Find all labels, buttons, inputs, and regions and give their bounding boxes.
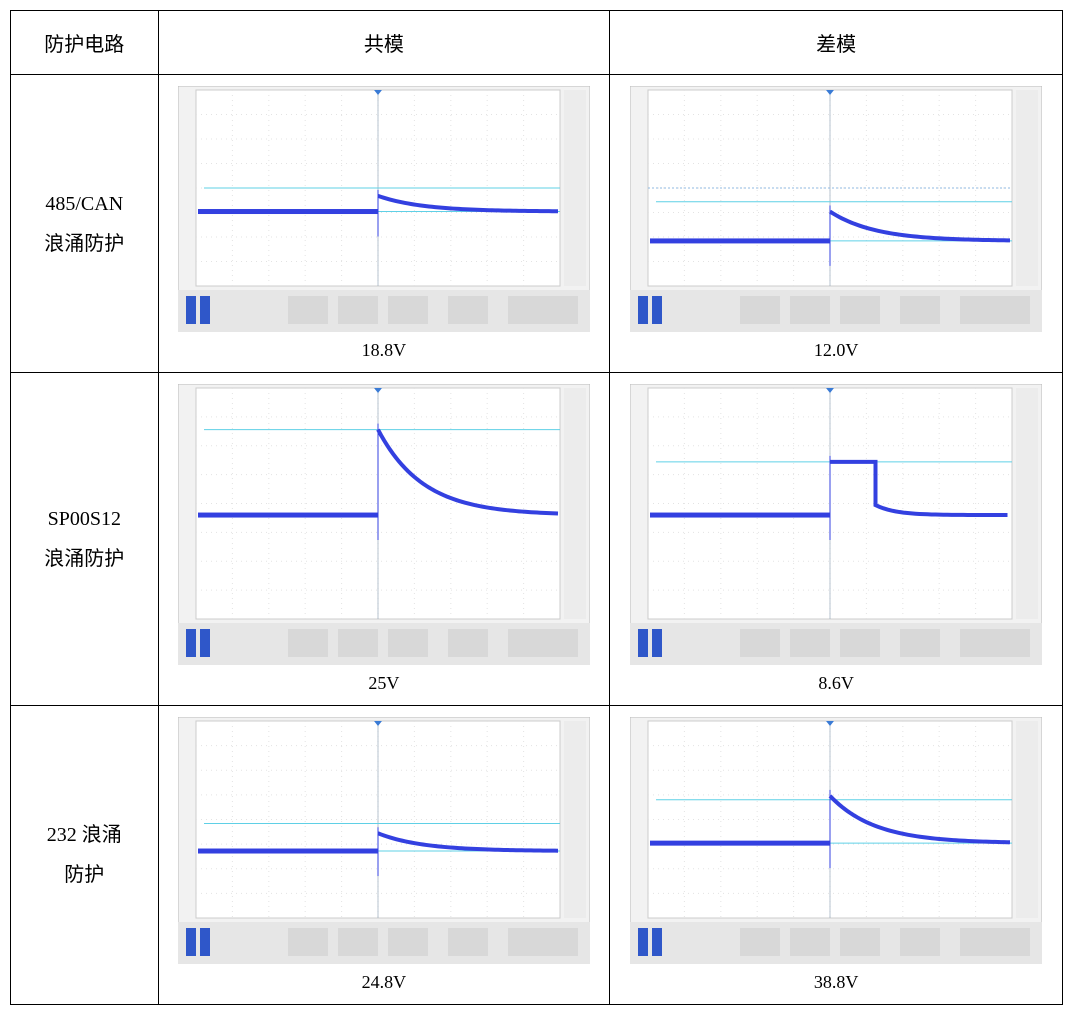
header-cell: 共模 [158, 11, 610, 75]
row-label: 232 浪涌防护 [11, 706, 159, 1005]
status-box [388, 629, 428, 657]
status-box [448, 629, 488, 657]
status-box [652, 296, 662, 324]
status-box [186, 296, 196, 324]
status-box [740, 629, 780, 657]
header-cell: 防护电路 [11, 11, 159, 75]
trace [650, 238, 830, 243]
oscilloscope-screenshot [630, 86, 1042, 332]
caption: 25V [159, 673, 610, 694]
side-strip [564, 90, 586, 286]
row-label-line: 防护 [11, 855, 158, 895]
status-box [388, 296, 428, 324]
side-strip [1016, 90, 1038, 286]
status-box [338, 928, 378, 956]
row-label-line: SP00S12 [11, 499, 158, 539]
status-box [448, 296, 488, 324]
side-strip [1016, 721, 1038, 918]
header-row: 防护电路 共模 差模 [11, 11, 1063, 75]
status-box [840, 928, 880, 956]
status-box [900, 629, 940, 657]
side-strip [1016, 388, 1038, 619]
status-box [790, 928, 830, 956]
status-box [186, 629, 196, 657]
status-box [186, 928, 196, 956]
status-box [638, 629, 648, 657]
status-box [200, 296, 210, 324]
oscilloscope-screenshot [630, 384, 1042, 665]
status-box [200, 629, 210, 657]
header-cell: 差模 [610, 11, 1063, 75]
trace [650, 513, 830, 518]
waveform-cell: 25V [158, 373, 610, 706]
caption: 12.0V [610, 340, 1062, 361]
status-box [790, 296, 830, 324]
status-box [900, 928, 940, 956]
status-box [740, 928, 780, 956]
caption: 38.8V [610, 972, 1062, 993]
oscilloscope-screenshot [178, 717, 590, 964]
waveform-cell: 24.8V [158, 706, 610, 1005]
waveform-cell: 18.8V [158, 75, 610, 373]
caption: 18.8V [159, 340, 610, 361]
status-box [652, 928, 662, 956]
status-box [740, 296, 780, 324]
status-box [538, 296, 578, 324]
status-box [900, 296, 940, 324]
status-box [840, 629, 880, 657]
trace [650, 841, 830, 846]
caption: 24.8V [159, 972, 610, 993]
status-box [288, 296, 328, 324]
trace [198, 209, 378, 214]
status-box [448, 928, 488, 956]
status-box [200, 928, 210, 956]
status-box [790, 629, 830, 657]
status-box [288, 629, 328, 657]
status-box [652, 629, 662, 657]
status-box [638, 928, 648, 956]
status-box [388, 928, 428, 956]
status-box [338, 296, 378, 324]
status-box [990, 296, 1030, 324]
status-box [538, 928, 578, 956]
oscilloscope-screenshot [630, 717, 1042, 964]
row-label-line: 浪涌防护 [11, 539, 158, 579]
waveform-cell: 8.6V [610, 373, 1063, 706]
waveform-cell: 38.8V [610, 706, 1063, 1005]
status-box [840, 296, 880, 324]
row-label-line: 浪涌防护 [11, 224, 158, 264]
table-row: 485/CAN浪涌防护18.8V12.0V [11, 75, 1063, 373]
trace [198, 849, 378, 854]
status-box [338, 629, 378, 657]
oscilloscope-screenshot [178, 86, 590, 332]
caption: 8.6V [610, 673, 1062, 694]
row-label-line: 485/CAN [11, 184, 158, 224]
trace [198, 513, 378, 518]
row-label-line: 232 浪涌 [11, 815, 158, 855]
status-box [990, 629, 1030, 657]
side-strip [564, 388, 586, 619]
waveform-cell: 12.0V [610, 75, 1063, 373]
page: 防护电路 共模 差模 485/CAN浪涌防护18.8V12.0VSP00S12浪… [0, 0, 1073, 1012]
side-strip [564, 721, 586, 918]
status-box [288, 928, 328, 956]
oscilloscope-screenshot [178, 384, 590, 665]
status-box [990, 928, 1030, 956]
status-box [638, 296, 648, 324]
status-box [538, 629, 578, 657]
